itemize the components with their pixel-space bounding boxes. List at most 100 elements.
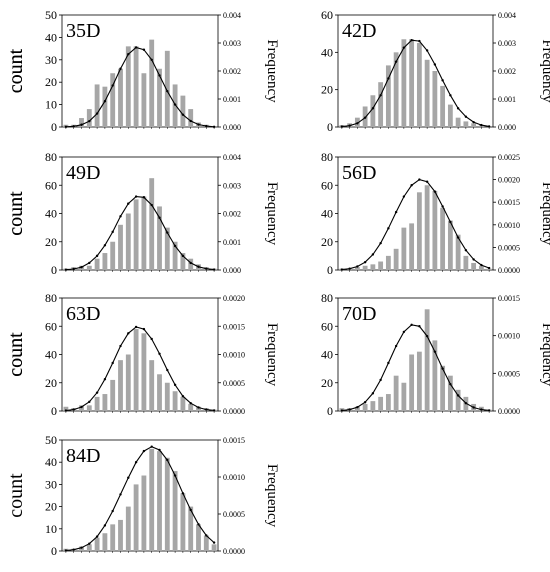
- fit-point: [456, 107, 460, 110]
- bar: [393, 52, 399, 128]
- fit-point: [340, 409, 344, 412]
- fit-point: [127, 202, 130, 205]
- fit-point: [103, 524, 107, 527]
- y-tick-label: 30: [45, 477, 57, 491]
- y2-tick-label: 0.0015: [223, 322, 245, 331]
- bar: [370, 264, 376, 270]
- fit-point: [119, 67, 122, 70]
- fit-point: [181, 492, 185, 495]
- bar: [401, 39, 407, 128]
- bar: [188, 109, 194, 127]
- fit-point: [402, 195, 406, 198]
- bar: [94, 396, 100, 411]
- y-tick-label: 0: [51, 263, 57, 277]
- bar: [149, 39, 155, 127]
- bar: [424, 59, 430, 127]
- fit-point: [134, 46, 138, 49]
- fit-point: [103, 378, 107, 381]
- bar: [141, 73, 147, 127]
- bar: [141, 196, 147, 270]
- fit-point: [181, 254, 185, 258]
- fit-point: [340, 125, 344, 128]
- fit-point: [197, 123, 200, 126]
- fit-point: [472, 258, 475, 261]
- fit-point: [80, 546, 83, 549]
- bar: [424, 185, 430, 270]
- y2-tick-label: 0.0005: [498, 243, 520, 252]
- fit-point: [134, 325, 138, 329]
- fit-point: [212, 125, 216, 128]
- bar: [455, 117, 461, 127]
- bar: [393, 375, 399, 411]
- y-axis-label: count: [5, 48, 27, 93]
- y-tick-label: 20: [321, 83, 333, 97]
- fit-point: [103, 100, 107, 103]
- y2-tick-label: 0.0020: [498, 176, 520, 185]
- fit-point: [356, 122, 359, 125]
- fit-point: [402, 330, 406, 334]
- y2-tick-label: 0.000: [498, 123, 516, 132]
- y-tick-label: 50: [45, 8, 57, 22]
- fit-point: [166, 368, 169, 372]
- y-tick-label: 60: [321, 178, 333, 192]
- y-tick-label: 40: [45, 207, 57, 221]
- y-tick-label: 40: [45, 455, 57, 469]
- bar: [172, 471, 178, 551]
- fit-point: [166, 458, 169, 462]
- y-tick-label: 30: [45, 53, 57, 67]
- fit-point: [205, 408, 208, 411]
- y2-tick-label: 0.0005: [498, 369, 520, 378]
- bar: [141, 475, 147, 551]
- fit-point: [472, 120, 475, 124]
- bar: [86, 109, 92, 127]
- bar: [378, 396, 384, 411]
- bar: [196, 406, 201, 411]
- fit-point: [480, 123, 483, 127]
- y-tick-label: 40: [321, 45, 333, 59]
- bar: [440, 365, 446, 411]
- y-tick-label: 60: [321, 319, 333, 333]
- bar: [447, 220, 453, 270]
- y-tick-label: 40: [321, 348, 333, 362]
- bar: [141, 333, 147, 411]
- fit-point: [356, 265, 359, 268]
- bar: [362, 265, 368, 270]
- y-tick-label: 80: [321, 291, 333, 305]
- fit-point: [456, 394, 460, 397]
- panel-title: 35D: [66, 20, 100, 42]
- bar: [478, 265, 484, 270]
- y2-tick-label: 0.0010: [223, 351, 245, 360]
- y-tick-label: 40: [321, 207, 333, 221]
- fit-point: [64, 409, 68, 412]
- fit-point: [158, 216, 161, 219]
- fit-point: [425, 334, 429, 338]
- fit-point: [425, 180, 429, 183]
- y-tick-label: 20: [45, 376, 57, 390]
- fit-point: [150, 58, 153, 61]
- fit-point: [340, 268, 344, 271]
- fit-point: [88, 400, 91, 404]
- fit-point: [441, 79, 444, 82]
- bar: [385, 394, 391, 411]
- bar: [447, 375, 453, 411]
- y2-axis-label: Frequency: [264, 464, 280, 528]
- bar: [354, 267, 360, 270]
- fit-point: [371, 392, 375, 395]
- y2-tick-label: 0.001: [498, 95, 516, 104]
- y2-tick-label: 0.0005: [223, 510, 245, 519]
- bar: [455, 389, 461, 411]
- bar: [172, 391, 178, 411]
- bar: [149, 360, 155, 411]
- fit-point: [410, 39, 413, 42]
- bar: [110, 524, 116, 551]
- fit-point: [127, 476, 130, 479]
- bar: [118, 224, 123, 270]
- y-axis-label: count: [5, 191, 27, 236]
- bar: [432, 71, 438, 127]
- bar: [94, 84, 100, 127]
- fit-curve: [65, 326, 215, 412]
- panel-title: 56D: [342, 162, 376, 184]
- bar: [203, 535, 209, 551]
- fit-curve: [65, 46, 215, 128]
- fit-point: [88, 542, 91, 545]
